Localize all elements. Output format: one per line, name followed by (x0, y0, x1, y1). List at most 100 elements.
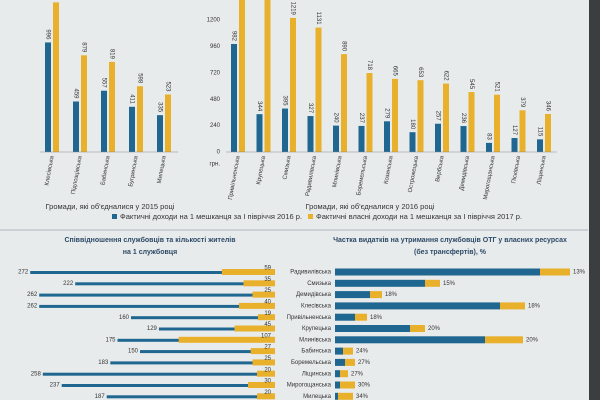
bar (335, 291, 370, 299)
data-label: 996 (44, 29, 50, 40)
data-label: 236 (460, 113, 466, 124)
bar (234, 325, 275, 332)
data-label: 187 (95, 394, 106, 400)
bar (248, 382, 275, 388)
category-label: Радивилівська (290, 270, 331, 276)
bar (519, 110, 526, 152)
bar (335, 358, 345, 366)
data-label: 107 (261, 333, 272, 339)
bar (256, 114, 263, 152)
chart-title: (без трансфертів), % (414, 248, 487, 256)
data-label: 30 (264, 379, 271, 385)
data-label: 272 (18, 270, 29, 276)
bar (341, 54, 347, 152)
y-tick-label: 0 (217, 150, 221, 156)
data-label: 257 (434, 111, 440, 122)
share-label: 15% (443, 281, 456, 287)
bar (42, 372, 275, 376)
data-label: 523 (164, 81, 170, 92)
bar (131, 316, 275, 320)
x-tick-label: Смизька (282, 155, 292, 180)
caption: Громади, які об'єдналися у 2016 році (306, 202, 435, 211)
bar (335, 313, 355, 321)
bar (315, 27, 322, 153)
legend-swatch (112, 214, 117, 219)
bar (165, 94, 171, 152)
bar (264, 0, 271, 152)
bar (343, 347, 353, 355)
bar (340, 370, 348, 378)
chart-title: Співвідношення службовців та кількості ж… (64, 236, 236, 244)
x-tick-label: Пісківська (511, 155, 522, 184)
data-label: 521 (493, 82, 499, 93)
bar (358, 125, 365, 152)
data-label: 25 (264, 356, 271, 362)
bar (370, 291, 382, 299)
x-tick-label: Ліщинська (537, 155, 548, 185)
bar (239, 0, 245, 152)
page-edge (589, 0, 600, 400)
share-label: 24% (356, 349, 369, 355)
data-label: 35 (264, 277, 271, 283)
data-label: 180 (409, 119, 415, 130)
bar (221, 269, 275, 275)
data-label: 653 (417, 67, 423, 78)
bar (486, 142, 492, 152)
bar (140, 350, 275, 354)
share-label: 27% (351, 371, 364, 377)
data-label: 27 (264, 345, 271, 351)
x-tick-label: Бабинська (100, 155, 111, 186)
bar (101, 90, 107, 152)
y-unit: грн. (209, 162, 220, 168)
category-label: Демидівська (296, 292, 332, 298)
bar (333, 125, 339, 152)
bar (511, 138, 518, 152)
data-label: 379 (519, 97, 525, 108)
share-label: 27% (358, 360, 371, 366)
data-label: 237 (358, 113, 364, 124)
bar (494, 94, 500, 152)
bar (460, 126, 467, 152)
share-label: 18% (385, 292, 398, 298)
bar (366, 73, 373, 152)
y-tick-label: 240 (210, 123, 221, 129)
data-label: 545 (468, 79, 474, 90)
bar (345, 358, 355, 366)
data-label: 879 (80, 42, 86, 53)
bar (178, 336, 275, 343)
category-label: Привільненська (287, 315, 332, 321)
share-label: 18% (528, 303, 541, 309)
bar (129, 106, 135, 152)
share-label: 18% (370, 315, 383, 321)
data-label: 346 (544, 101, 550, 112)
y-tick-label: 720 (210, 70, 221, 76)
data-label: 25 (264, 288, 271, 294)
category-label: Крупецька (302, 326, 332, 332)
caption: Громади, які об'єдналися у 2015 році (46, 202, 175, 211)
data-label: 129 (147, 326, 158, 332)
data-label: 175 (105, 337, 116, 343)
bar (106, 395, 275, 399)
category-label: Мирогощанська (287, 383, 332, 389)
data-label: 262 (27, 303, 38, 309)
category-label: Смизька (307, 281, 331, 287)
data-label: 20 (264, 367, 271, 373)
bar (335, 325, 410, 332)
bar (335, 347, 343, 355)
bar (257, 370, 275, 377)
x-tick-label: Милецька (157, 155, 168, 184)
bar (243, 280, 275, 287)
data-label: 222 (63, 281, 74, 287)
y-tick-label: 1200 (207, 18, 221, 24)
category-label: Бабинська (301, 349, 331, 355)
bar (409, 132, 416, 152)
bar (537, 139, 543, 152)
category-label: Милецька (303, 394, 332, 400)
data-label: 819 (108, 49, 114, 60)
bar (53, 2, 59, 153)
bar (110, 361, 275, 365)
bar (39, 293, 276, 297)
bar (307, 116, 314, 152)
